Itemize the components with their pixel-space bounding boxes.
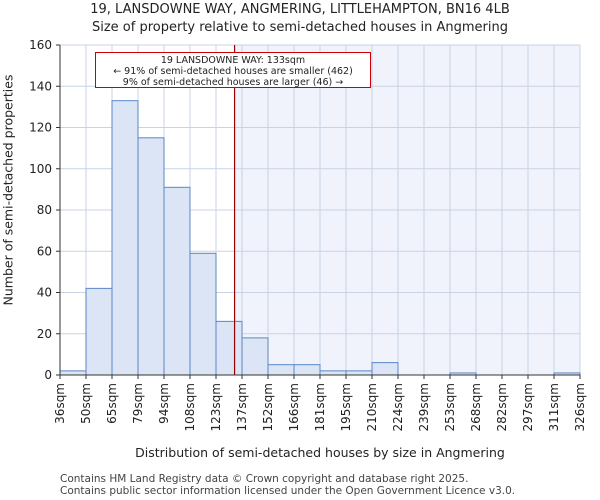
bar-65sqm xyxy=(111,100,139,376)
annotation-box: 19 LANSDOWNE WAY: 133sqm ← 91% of semi-d… xyxy=(95,52,371,88)
annotation-line-3: 9% of semi-detached houses are larger (4… xyxy=(122,77,344,88)
x-tick-labels: 36sqm 50sqm 65sqm 79sqm 94sqm 108sqm 123sqm 137… xyxy=(53,375,587,431)
y-tick-labels: 0 20 40 60 80 100 120 140 160 xyxy=(29,38,60,382)
bar-50sqm xyxy=(85,287,113,376)
chart-title: 19, LANSDOWNE WAY, ANGMERING, LITTLEHAMP… xyxy=(90,2,510,17)
y-tick-label: 20 xyxy=(37,327,52,341)
x-tick-label: 108sqm xyxy=(183,383,197,431)
x-tick-label: 166sqm xyxy=(287,383,301,431)
x-tick-label: 297sqm xyxy=(521,383,535,431)
x-tick-label: 239sqm xyxy=(417,383,431,431)
y-tick-label: 40 xyxy=(37,286,52,300)
x-axis-label: Distribution of semi-detached houses by … xyxy=(135,445,505,460)
annotation-line-2: ← 91% of semi-detached houses are smalle… xyxy=(113,66,353,77)
x-tick-label: 311sqm xyxy=(547,383,561,431)
x-tick-label: 65sqm xyxy=(105,383,119,424)
x-tick-label: 210sqm xyxy=(365,383,379,431)
x-tick-label: 152sqm xyxy=(261,383,275,431)
y-tick-label: 120 xyxy=(29,121,52,135)
footer-licence: Contains public sector information licen… xyxy=(60,485,516,497)
y-tick-label: 0 xyxy=(44,368,52,382)
bar-166sqm xyxy=(293,364,321,376)
bars xyxy=(59,100,581,376)
x-tick-label: 79sqm xyxy=(131,383,145,424)
x-tick-label: 253sqm xyxy=(443,383,457,431)
bar-123sqm xyxy=(215,320,243,376)
bar-108sqm xyxy=(189,252,217,376)
bar-152sqm xyxy=(267,364,295,376)
x-tick-label: 94sqm xyxy=(157,383,171,424)
annotation-line-1: 19 LANSDOWNE WAY: 133sqm xyxy=(160,55,306,66)
bar-36sqm xyxy=(59,370,87,376)
y-tick-label: 60 xyxy=(37,244,52,258)
bar-195sqm xyxy=(345,370,373,376)
x-tick-label: 181sqm xyxy=(313,383,327,431)
footer-copyright: Contains HM Land Registry data © Crown c… xyxy=(60,473,469,485)
bar-94sqm xyxy=(163,186,191,376)
y-tick-label: 160 xyxy=(29,38,52,52)
bar-79sqm xyxy=(137,137,165,376)
x-tick-label: 195sqm xyxy=(339,383,353,431)
y-tick-label: 140 xyxy=(29,79,52,93)
x-tick-label: 137sqm xyxy=(235,383,249,431)
x-tick-label: 36sqm xyxy=(53,383,67,424)
bar-181sqm xyxy=(319,370,347,376)
y-axis-label: Number of semi-detached properties xyxy=(0,74,16,306)
x-tick-label: 123sqm xyxy=(209,383,223,431)
x-tick-label: 282sqm xyxy=(495,383,509,431)
y-tick-label: 100 xyxy=(29,162,52,176)
y-tick-label: 80 xyxy=(37,203,52,217)
bar-137sqm xyxy=(241,337,269,376)
bar-210sqm xyxy=(371,362,399,376)
x-tick-label: 50sqm xyxy=(79,383,93,424)
x-tick-label: 224sqm xyxy=(391,383,405,431)
x-tick-label: 326sqm xyxy=(573,383,587,431)
x-tick-label: 268sqm xyxy=(469,383,483,431)
chart-subtitle: Size of property relative to semi-detach… xyxy=(91,20,509,35)
